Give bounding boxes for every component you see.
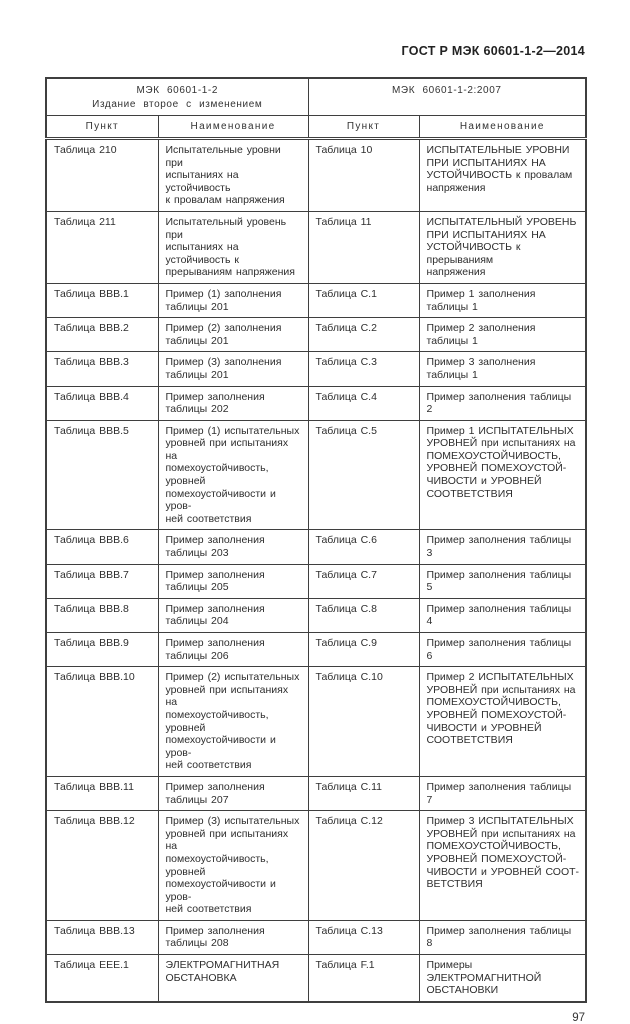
title-cell: Испытательные уровни при испытаниях на у… xyxy=(157,138,309,212)
clause-cell: Таблица С.11 xyxy=(307,775,420,812)
table-row: Таблица ВВВ.3 Пример (3) заполнения табли… xyxy=(45,351,587,387)
title-cell: Пример (1) заполнения таблицы 201 xyxy=(157,282,309,319)
clause-cell: Таблица F.1 xyxy=(307,954,420,1003)
clause-cell: Таблица С.1 xyxy=(307,282,420,319)
table-row: Таблица ВВВ.7 Пример заполнения таблицы 2… xyxy=(45,563,587,599)
title-cell: Пример заполнения таблицы 202 xyxy=(157,385,309,421)
clause-cell: Таблица ВВВ.9 xyxy=(45,631,159,668)
title-cell: Пример 3 заполнения таблицы 1 xyxy=(418,351,587,387)
title-cell: Примеры ЭЛЕКТРОМАГНИТНОЙ ОБСТАНОВКИ xyxy=(418,954,587,1003)
title-cell: Пример заполнения таблицы 203 xyxy=(157,529,309,565)
title-cell: Пример заполнения таблицы 204 xyxy=(157,597,309,634)
clause-cell: Таблица С.6 xyxy=(307,529,420,565)
title-cell: Пример заполнения таблицы 207 xyxy=(157,775,309,812)
table-row: Таблица ВВВ.9 Пример заполнения таблицы 2… xyxy=(45,631,587,668)
clause-cell: Таблица ВВВ.4 xyxy=(45,385,159,421)
table-row: Таблица ВВВ.6 Пример заполнения таблицы 2… xyxy=(45,529,587,565)
clause-cell: Таблица ВВВ.2 xyxy=(45,317,159,353)
table-row: Таблица ВВВ.12 Пример (3) испытательных у… xyxy=(45,810,587,921)
table-row: Таблица ВВВ.4 Пример заполнения таблицы 2… xyxy=(45,385,587,421)
clause-cell: Таблица С.8 xyxy=(307,597,420,634)
group-header-row: МЭК 60601-1-2 Издание второе с изменение… xyxy=(45,77,587,116)
table-row: Таблица ВВВ.11 Пример заполнения таблицы … xyxy=(45,775,587,812)
clause-cell: Таблица ЕЕЕ.1 xyxy=(45,954,159,1003)
page-title: ГОСТ Р МЭК 60601-1-2—2014 xyxy=(401,44,585,58)
clause-cell: Таблица С.2 xyxy=(307,317,420,353)
title-cell: Пример 3 ИСПЫТАТЕЛЬНЫХ УРОВНЕЙ при испыт… xyxy=(418,810,587,921)
table-header: МЭК 60601-1-2 Издание второе с изменение… xyxy=(45,77,587,140)
clause-cell: Таблица С.4 xyxy=(307,385,420,421)
column-header-title-left: Наименование xyxy=(157,115,309,140)
table-row: Таблица 211 Испытательный уровень при исп… xyxy=(45,210,587,284)
document-page: ГОСТ Р МЭК 60601-1-2—2014 МЭК 60601-1-2 … xyxy=(45,44,588,1024)
title-cell: Пример заполнения таблицы 8 xyxy=(418,919,587,956)
table-row: Таблица ВВВ.13 Пример заполнения таблицы … xyxy=(45,919,587,956)
comparison-table-body: Таблица 210 Испытательные уровни при испы… xyxy=(45,138,587,1003)
title-cell: Пример заполнения таблицы 208 xyxy=(157,919,309,956)
comparison-table: МЭК 60601-1-2 Издание второе с изменение… xyxy=(45,77,588,1003)
title-cell: Пример (2) заполнения таблицы 201 xyxy=(157,317,309,353)
title-cell: Испытательный уровень при испытаниях на … xyxy=(157,210,309,284)
clause-cell: Таблица ВВВ.13 xyxy=(45,919,159,956)
clause-cell: Таблица ВВВ.3 xyxy=(45,351,159,387)
title-cell: Пример заполнения таблицы 7 xyxy=(418,775,587,812)
title-cell: Пример заполнения таблицы 206 xyxy=(157,631,309,668)
table-row: Таблица ВВВ.2 Пример (2) заполнения табли… xyxy=(45,317,587,353)
clause-cell: Таблица ВВВ.12 xyxy=(45,810,159,921)
title-cell: ЭЛЕКТРОМАГНИТНАЯ ОБСТАНОВКА xyxy=(157,954,309,1003)
clause-cell: Таблица 10 xyxy=(307,138,420,212)
clause-cell: Таблица ВВВ.1 xyxy=(45,282,159,319)
clause-cell: Таблица ВВВ.10 xyxy=(45,666,159,777)
title-cell: Пример 1 заполнения таблицы 1 xyxy=(418,282,587,319)
title-cell: Пример заполнения таблицы 3 xyxy=(418,529,587,565)
clause-cell: Таблица С.12 xyxy=(307,810,420,921)
title-cell: Пример заполнения таблицы 205 xyxy=(157,563,309,599)
clause-cell: Таблица 210 xyxy=(45,138,159,212)
title-cell: Пример (3) заполнения таблицы 201 xyxy=(157,351,309,387)
title-cell: Пример (1) испытательных уровней при исп… xyxy=(157,419,309,531)
column-header-title-right: Наименование xyxy=(418,115,587,140)
title-cell: Пример заполнения таблицы 5 xyxy=(418,563,587,599)
clause-cell: Таблица ВВВ.11 xyxy=(45,775,159,812)
table-row: Таблица ЕЕЕ.1 ЭЛЕКТРОМАГНИТНАЯ ОБСТАНОВКА… xyxy=(45,954,587,1003)
title-cell: ИСПЫТАТЕЛЬНЫЕ УРОВНИ ПРИ ИСПЫТАНИЯХ НА У… xyxy=(418,138,587,212)
page-number: 97 xyxy=(572,1011,585,1024)
title-cell: ИСПЫТАТЕЛЬНЫЙ УРОВЕНЬ ПРИ ИСПЫТАНИЯХ НА … xyxy=(418,210,587,284)
clause-cell: Таблица С.13 xyxy=(307,919,420,956)
clause-cell: Таблица С.7 xyxy=(307,563,420,599)
table-row: Таблица ВВВ.5 Пример (1) испытательных ур… xyxy=(45,419,587,531)
table-row: Таблица ВВВ.10 Пример (2) испытательных у… xyxy=(45,666,587,777)
clause-cell: Таблица ВВВ.7 xyxy=(45,563,159,599)
clause-cell: Таблица 211 xyxy=(45,210,159,284)
clause-cell: Таблица ВВВ.6 xyxy=(45,529,159,565)
group-header-mek-60601-1-2: МЭК 60601-1-2 Издание второе с изменение… xyxy=(45,77,309,116)
title-cell: Пример (2) испытательных уровней при исп… xyxy=(157,666,309,777)
clause-cell: Таблица С.3 xyxy=(307,351,420,387)
title-cell: Пример 2 заполнения таблицы 1 xyxy=(418,317,587,353)
title-cell: Пример 1 ИСПЫТАТЕЛЬНЫХ УРОВНЕЙ при испыт… xyxy=(418,419,587,531)
column-header-clause-left: Пункт xyxy=(45,115,159,140)
column-header-row: Пункт Наименование Пункт Наименование xyxy=(45,115,587,140)
column-header-clause-right: Пункт xyxy=(307,115,420,140)
group-header-mek-60601-1-2-2007: МЭК 60601-1-2:2007 xyxy=(307,77,587,116)
clause-cell: Таблица С.5 xyxy=(307,419,420,531)
table-row: Таблица ВВВ.8 Пример заполнения таблицы 2… xyxy=(45,597,587,634)
clause-cell: Таблица 11 xyxy=(307,210,420,284)
title-cell: Пример (3) испытательных уровней при исп… xyxy=(157,810,309,921)
clause-cell: Таблица ВВВ.8 xyxy=(45,597,159,634)
clause-cell: Таблица С.9 xyxy=(307,631,420,668)
table-row: Таблица 210 Испытательные уровни при испы… xyxy=(45,138,587,212)
title-cell: Пример заполнения таблицы 2 xyxy=(418,385,587,421)
title-cell: Пример заполнения таблицы 6 xyxy=(418,631,587,668)
table-row: Таблица ВВВ.1 Пример (1) заполнения табли… xyxy=(45,282,587,319)
title-cell: Пример заполнения таблицы 4 xyxy=(418,597,587,634)
title-cell: Пример 2 ИСПЫТАТЕЛЬНЫХ УРОВНЕЙ при испыт… xyxy=(418,666,587,777)
clause-cell: Таблица ВВВ.5 xyxy=(45,419,159,531)
clause-cell: Таблица С.10 xyxy=(307,666,420,777)
